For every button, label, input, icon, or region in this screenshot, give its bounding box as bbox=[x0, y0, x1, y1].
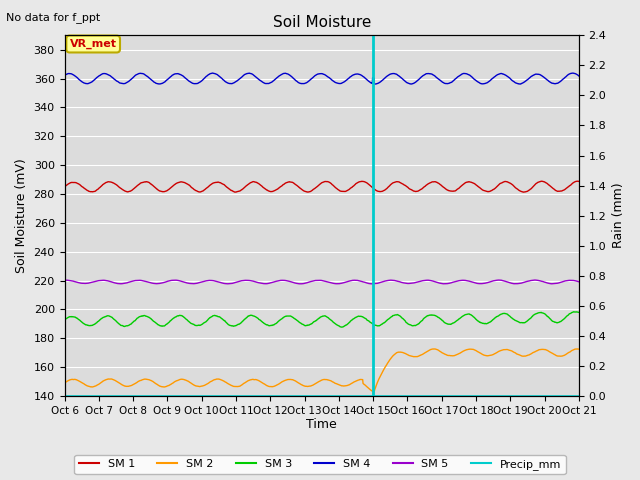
SM 1 bbox=[299, 187, 307, 193]
SM 4 bbox=[61, 72, 68, 78]
SM 3 bbox=[61, 317, 68, 323]
Line: SM 5: SM 5 bbox=[65, 280, 579, 284]
SM 1 bbox=[61, 184, 68, 190]
SM 3 bbox=[575, 310, 582, 315]
SM 1 bbox=[289, 180, 297, 186]
SM 2 bbox=[289, 377, 297, 383]
SM 5 bbox=[122, 280, 129, 286]
SM 5 bbox=[100, 277, 108, 283]
SM 3 bbox=[100, 314, 108, 320]
Legend: SM 1, SM 2, SM 3, SM 4, SM 5, Precip_mm: SM 1, SM 2, SM 3, SM 4, SM 5, Precip_mm bbox=[74, 455, 566, 474]
SM 3 bbox=[122, 323, 129, 329]
SM 4 bbox=[299, 81, 307, 86]
SM 4 bbox=[122, 81, 129, 86]
SM 3 bbox=[299, 322, 307, 327]
SM 2 bbox=[122, 384, 129, 389]
SM 2 bbox=[61, 380, 68, 386]
SM 5 bbox=[299, 281, 307, 287]
Y-axis label: Soil Moisture (mV): Soil Moisture (mV) bbox=[15, 158, 28, 273]
SM 1 bbox=[573, 178, 581, 184]
SM 1 bbox=[520, 189, 527, 195]
SM 4 bbox=[100, 71, 108, 76]
SM 5 bbox=[61, 277, 68, 283]
SM 1 bbox=[279, 182, 287, 188]
SM 4 bbox=[354, 71, 362, 77]
Text: No data for f_ppt: No data for f_ppt bbox=[6, 12, 100, 23]
Y-axis label: Rain (mm): Rain (mm) bbox=[612, 183, 625, 249]
SM 3 bbox=[338, 324, 346, 330]
SM 2 bbox=[575, 346, 582, 352]
Precip_mm bbox=[353, 393, 361, 399]
SM 5 bbox=[289, 280, 297, 286]
SM 5 bbox=[575, 279, 582, 285]
SM 2 bbox=[279, 379, 287, 384]
Line: SM 4: SM 4 bbox=[65, 73, 579, 84]
Text: VR_met: VR_met bbox=[70, 39, 116, 49]
Precip_mm bbox=[279, 393, 287, 399]
SM 2 bbox=[369, 391, 377, 397]
Precip_mm bbox=[299, 393, 307, 399]
SM 1 bbox=[353, 180, 361, 186]
SM 1 bbox=[575, 179, 582, 184]
Precip_mm bbox=[122, 393, 129, 399]
Line: SM 3: SM 3 bbox=[65, 312, 579, 327]
Precip_mm bbox=[100, 393, 108, 399]
SM 5 bbox=[497, 277, 504, 283]
SM 4 bbox=[290, 76, 298, 82]
Precip_mm bbox=[289, 393, 297, 399]
SM 2 bbox=[573, 346, 580, 352]
SM 5 bbox=[279, 277, 287, 283]
SM 3 bbox=[354, 313, 362, 319]
SM 2 bbox=[100, 377, 108, 383]
SM 4 bbox=[279, 71, 287, 76]
Line: SM 2: SM 2 bbox=[65, 349, 579, 394]
SM 4 bbox=[371, 81, 378, 87]
SM 1 bbox=[100, 180, 108, 186]
SM 3 bbox=[570, 309, 578, 315]
SM 2 bbox=[299, 383, 307, 388]
Precip_mm bbox=[61, 393, 68, 399]
SM 2 bbox=[353, 378, 361, 384]
SM 3 bbox=[279, 315, 287, 321]
SM 1 bbox=[122, 188, 129, 194]
X-axis label: Time: Time bbox=[307, 419, 337, 432]
Line: SM 1: SM 1 bbox=[65, 181, 579, 192]
SM 5 bbox=[369, 281, 376, 287]
SM 5 bbox=[353, 277, 361, 283]
SM 3 bbox=[289, 315, 297, 321]
SM 4 bbox=[575, 73, 582, 79]
Precip_mm bbox=[575, 393, 582, 399]
SM 4 bbox=[209, 70, 216, 76]
Title: Soil Moisture: Soil Moisture bbox=[273, 15, 371, 30]
